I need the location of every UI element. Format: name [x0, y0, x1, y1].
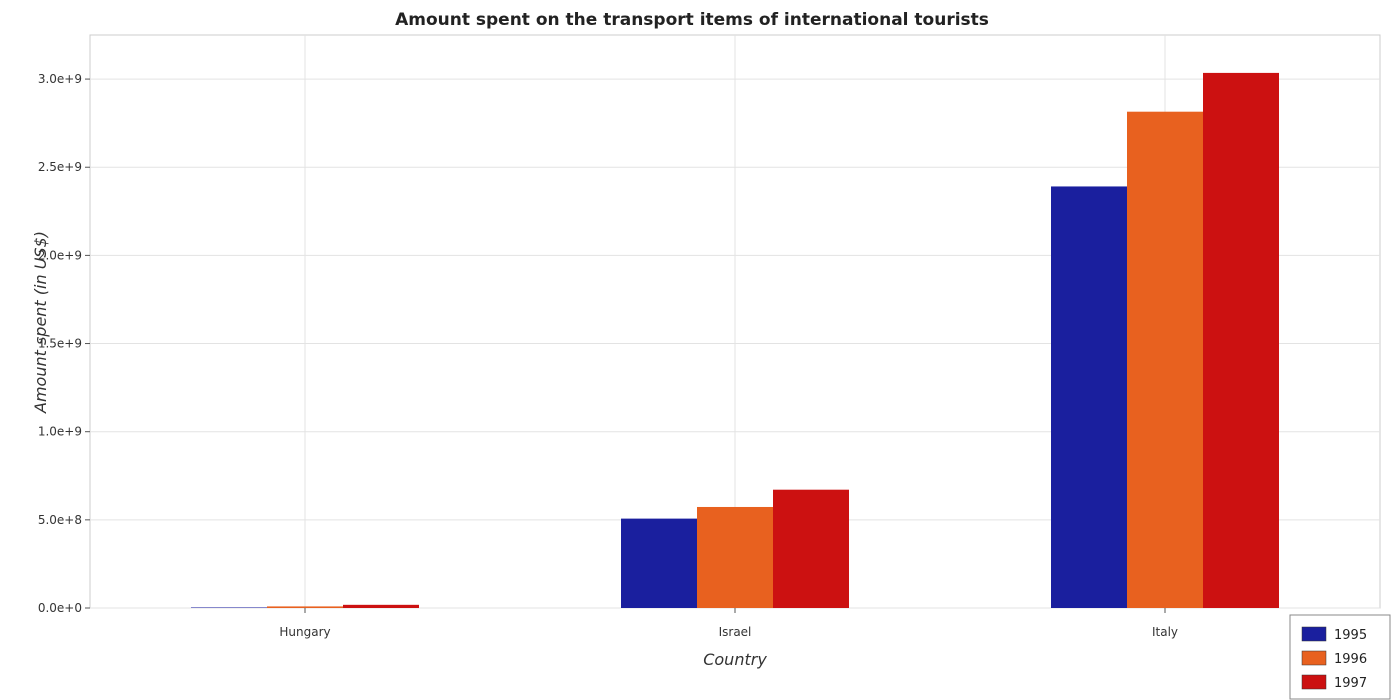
legend-swatch-1995 — [1302, 627, 1326, 641]
chart-title: Amount spent on the transport items of i… — [395, 10, 989, 30]
y-axis-label: Amount spent (in US$) — [31, 231, 50, 414]
legend-swatch-1997 — [1302, 675, 1326, 689]
legend-swatch-1996 — [1302, 651, 1326, 665]
y-tick-label: 2.5e+9 — [38, 160, 82, 174]
legend-label-1996: 1996 — [1334, 652, 1367, 667]
y-tick-label: 3.0e+9 — [38, 72, 82, 86]
x-axis-label: Country — [703, 650, 767, 669]
bar-1995-israel — [621, 519, 697, 608]
legend: 1995 1996 1997 — [1290, 615, 1390, 699]
bar-1997-israel — [773, 490, 849, 608]
y-tick-label: 0.0e+0 — [38, 601, 82, 615]
bar-1996-israel — [697, 507, 773, 608]
x-axis-ticks: Hungary Israel Italy — [279, 608, 1178, 639]
x-tick-label: Hungary — [279, 625, 330, 639]
bar-1997-italy — [1203, 73, 1279, 608]
y-tick-label: 5.0e+8 — [38, 513, 82, 527]
bar-1997-hungary — [343, 605, 419, 608]
bar-1995-hungary — [191, 607, 267, 608]
x-tick-label: Israel — [719, 625, 752, 639]
bar-1995-italy — [1051, 186, 1127, 608]
legend-label-1997: 1997 — [1334, 676, 1367, 691]
y-tick-label: 1.0e+9 — [38, 425, 82, 439]
x-tick-label: Italy — [1152, 625, 1178, 639]
bar-1996-italy — [1127, 112, 1203, 608]
bar-1996-hungary — [267, 606, 343, 608]
legend-label-1995: 1995 — [1334, 628, 1367, 643]
